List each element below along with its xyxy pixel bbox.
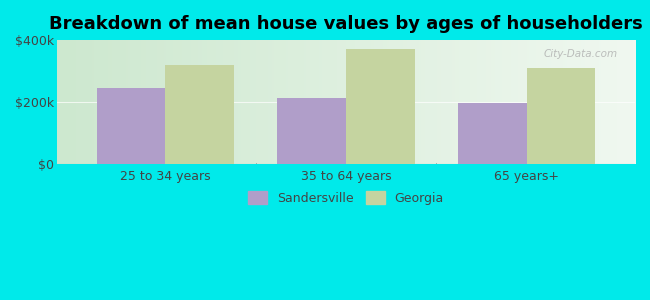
- Bar: [458, 103, 526, 164]
- Text: City-Data.com: City-Data.com: [543, 49, 618, 59]
- Title: Breakdown of mean house values by ages of householders: Breakdown of mean house values by ages o…: [49, 15, 643, 33]
- Bar: [346, 50, 415, 164]
- Bar: [526, 68, 595, 164]
- Bar: [97, 88, 165, 164]
- Legend: Sandersville, Georgia: Sandersville, Georgia: [243, 187, 449, 210]
- Bar: [165, 65, 234, 164]
- Bar: [278, 98, 346, 164]
